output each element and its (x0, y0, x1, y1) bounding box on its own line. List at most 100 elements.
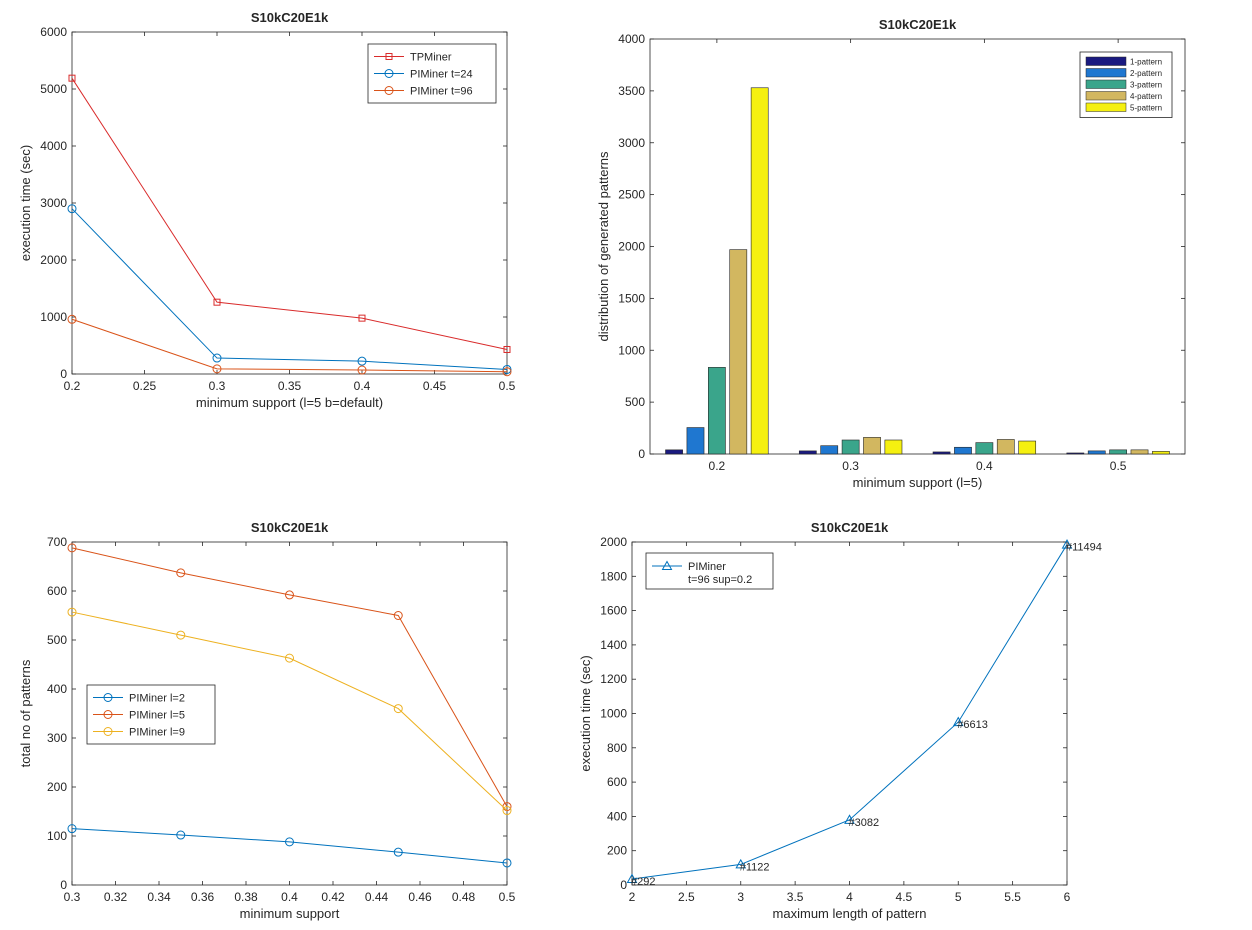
data-point (393, 704, 403, 714)
x-tick-label: 0.4 (354, 379, 371, 393)
point-annotation: #1122 (740, 861, 770, 873)
data-point (212, 364, 222, 374)
series-line-2 (71, 547, 508, 807)
y-tick-label: 1400 (600, 638, 627, 652)
data-point (502, 806, 512, 816)
y-tick-label: 600 (47, 584, 67, 598)
bar (863, 437, 881, 455)
x-tick-label: 2.5 (678, 890, 695, 904)
legend-label: PIMiner t=24 (410, 69, 473, 81)
x-tick-label: 3 (737, 890, 744, 904)
data-point (393, 611, 403, 620)
bar (1109, 449, 1127, 455)
y-tick-label: 100 (47, 829, 67, 843)
point-annotation: #11494 (1066, 542, 1102, 554)
data-point (358, 314, 366, 322)
y-tick-label: 0 (60, 367, 67, 381)
legend-swatch (1085, 102, 1127, 112)
x-tick-label: 4 (846, 890, 853, 904)
y-tick-label: 2000 (618, 240, 645, 254)
x-tick-label: 0.5 (499, 890, 516, 904)
legend-swatch (1085, 56, 1127, 66)
legend-swatch (1085, 68, 1127, 78)
x-tick-label: 0.5 (1110, 459, 1127, 473)
y-tick-label: 0 (638, 447, 645, 461)
legend-marker (384, 69, 394, 78)
x-tick-label: 0.4 (281, 890, 298, 904)
data-point (1061, 539, 1073, 549)
y-tick-label: 0 (620, 878, 627, 892)
y-tick-label: 4000 (40, 139, 67, 153)
bar (729, 249, 748, 455)
data-point (735, 858, 747, 869)
x-axis-label: minimum support (l=5) (853, 475, 983, 490)
chart-title: S10kC20E1k (251, 520, 329, 535)
y-tick-label: 600 (607, 775, 627, 789)
y-tick-label: 500 (625, 395, 645, 409)
bar (708, 367, 726, 455)
y-tick-label: 200 (47, 780, 67, 794)
x-tick-label: 0.2 (64, 379, 81, 393)
data-point (844, 814, 855, 824)
series-line-1 (71, 77, 508, 350)
bar (884, 439, 903, 455)
data-point (67, 824, 77, 834)
bar (1087, 450, 1106, 455)
chart-title: S10kC20E1k (811, 520, 889, 535)
data-point (67, 543, 77, 553)
y-tick-label: 1500 (618, 291, 645, 305)
legend-marker (661, 560, 673, 570)
bar (820, 445, 839, 455)
legend-label: 4-pattern (1130, 92, 1162, 101)
x-tick-label: 5 (955, 890, 962, 904)
data-point (502, 364, 512, 374)
data-point (68, 74, 76, 82)
bar (750, 87, 769, 455)
x-tick-label: 0.35 (278, 379, 302, 393)
x-tick-label: 2 (629, 890, 636, 904)
bar (686, 427, 705, 455)
series-line-1 (631, 544, 1068, 880)
bar (798, 450, 817, 455)
x-tick-label: 0.4 (976, 459, 993, 473)
x-tick-label: 0.38 (234, 890, 258, 904)
bar (996, 439, 1015, 455)
data-point (176, 630, 186, 640)
legend-swatch (1085, 91, 1127, 101)
y-tick-label: 1000 (618, 343, 645, 357)
bar (975, 442, 994, 455)
data-point (357, 356, 367, 366)
y-tick-label: 1800 (600, 569, 627, 583)
bar (932, 451, 951, 455)
legend-label: 1-pattern (1130, 58, 1162, 67)
bar (954, 446, 972, 455)
y-tick-label: 700 (47, 535, 67, 549)
data-point (67, 314, 77, 324)
y-tick-label: 400 (607, 809, 627, 823)
x-tick-label: 0.42 (321, 890, 345, 904)
legend-marker (385, 53, 393, 60)
legend-marker (103, 693, 113, 702)
chart-title: S10kC20E1k (879, 17, 957, 32)
bar (1018, 440, 1037, 455)
y-tick-label: 800 (607, 741, 627, 755)
legend-marker (103, 727, 113, 736)
x-tick-label: 4.5 (896, 890, 913, 904)
x-axis-label: maximum length of pattern (773, 906, 927, 921)
x-tick-label: 0.25 (133, 379, 157, 393)
legend-marker (384, 86, 394, 95)
data-point (212, 353, 222, 363)
y-tick-label: 500 (47, 633, 67, 647)
data-point (626, 873, 638, 883)
legend-marker (103, 710, 113, 719)
x-tick-label: 0.3 (209, 379, 226, 393)
chart-title: S10kC20E1k (251, 10, 329, 25)
legend-swatch (1085, 79, 1127, 89)
y-axis-label: distribution of generated patterns (596, 151, 611, 342)
legend-label: PIMiner t=96 (410, 86, 473, 98)
legend-label: 2-pattern (1130, 69, 1162, 78)
data-point (393, 847, 403, 857)
data-point (502, 858, 512, 868)
series-line-3 (71, 318, 508, 373)
x-tick-label: 0.36 (191, 890, 215, 904)
